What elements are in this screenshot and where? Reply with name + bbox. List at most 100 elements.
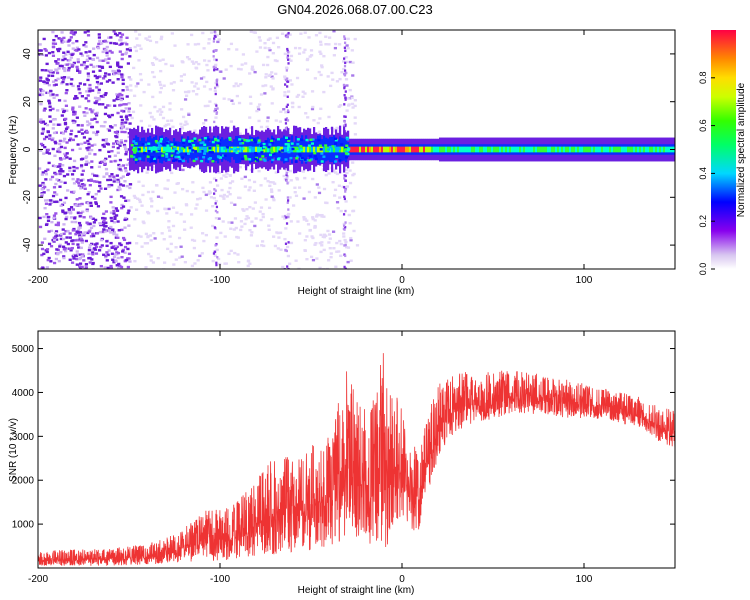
- heatmap-band-peak: [489, 146, 492, 153]
- heatmap-band-peak: [599, 146, 602, 153]
- heatmap-cell: [78, 253, 83, 256]
- heatmap-cell: [87, 230, 91, 233]
- heatmap-cell: [261, 215, 265, 219]
- heatmap-cell: [86, 202, 90, 205]
- heatmap-cell: [123, 216, 128, 220]
- heatmap-cell: [309, 138, 313, 142]
- heatmap-band-peak: [415, 146, 418, 153]
- heatmap-cell: [169, 250, 173, 253]
- heatmap-cell: [335, 201, 340, 204]
- heatmap-cell: [193, 85, 197, 88]
- heatmap-cell: [133, 259, 137, 263]
- heatmap-cell: [91, 261, 95, 265]
- heatmap-cell: [51, 137, 55, 140]
- heatmap-cell: [103, 221, 107, 225]
- heatmap-cell: [76, 85, 81, 88]
- heatmap-cell: [298, 153, 302, 156]
- heatmap-cell: [62, 152, 67, 156]
- heatmap-cell: [107, 229, 111, 233]
- heatmap-cell: [62, 201, 67, 204]
- heatmap-cell: [74, 220, 78, 224]
- heatmap-band-peak: [641, 146, 644, 153]
- heatmap-cell: [225, 146, 229, 149]
- heatmap-band-peak: [363, 146, 366, 153]
- heatmap-cell: [93, 180, 97, 183]
- heatmap-cell: [252, 138, 256, 142]
- heatmap-cell: [65, 63, 69, 66]
- heatmap-cell: [138, 157, 142, 160]
- heatmap-band-peak: [529, 146, 532, 153]
- heatmap-cell: [267, 47, 271, 50]
- heatmap-cell: [270, 190, 274, 194]
- spectrogram-x-tick-label: -200: [28, 275, 48, 286]
- heatmap-cell: [196, 87, 200, 90]
- heatmap-cell: [156, 110, 160, 113]
- heatmap-band-peak: [503, 146, 506, 153]
- heatmap-cell: [54, 231, 58, 235]
- heatmap-band-peak: [513, 146, 516, 153]
- heatmap-cell: [128, 122, 132, 125]
- heatmap-band-peak: [523, 146, 526, 153]
- heatmap-cell: [161, 154, 165, 157]
- heatmap-streak-cell: [284, 248, 287, 252]
- heatmap-cell: [52, 123, 56, 126]
- heatmap-band-peak: [217, 146, 220, 153]
- heatmap-cell: [306, 116, 310, 119]
- heatmap-band-peak: [477, 146, 480, 153]
- heatmap-cell: [267, 145, 271, 149]
- heatmap-cell: [150, 199, 154, 203]
- heatmap-cell: [54, 223, 58, 227]
- heatmap-cell: [76, 243, 80, 246]
- heatmap-cell: [262, 244, 266, 248]
- heatmap-cell: [40, 193, 45, 196]
- heatmap-cell: [78, 234, 82, 237]
- heatmap-cell: [72, 61, 76, 65]
- heatmap-cell: [209, 196, 214, 199]
- heatmap-cell: [114, 244, 118, 248]
- heatmap-band-peak: [645, 146, 648, 153]
- heatmap-cell: [346, 47, 350, 50]
- heatmap-cell: [101, 216, 105, 220]
- heatmap-cell: [97, 88, 101, 92]
- heatmap-cell: [224, 262, 228, 265]
- heatmap-cell: [128, 47, 132, 50]
- heatmap-band-peak: [153, 146, 156, 153]
- heatmap-band-peak: [663, 146, 666, 153]
- heatmap-cell: [137, 44, 142, 47]
- heatmap-cell: [271, 41, 276, 45]
- heatmap-cell: [332, 145, 336, 148]
- heatmap-band-peak: [357, 146, 360, 153]
- heatmap-cell: [280, 32, 285, 35]
- heatmap-cell: [87, 191, 91, 194]
- heatmap-cell: [325, 267, 329, 269]
- heatmap-cell: [98, 181, 102, 184]
- heatmap-cell: [91, 89, 95, 92]
- heatmap-cell: [287, 145, 291, 148]
- heatmap-cell: [349, 236, 353, 240]
- heatmap-cell: [52, 96, 56, 99]
- heatmap-cell: [55, 248, 59, 251]
- heatmap-cell: [254, 140, 258, 144]
- spectrogram-y-tick-label: 40: [22, 48, 33, 60]
- heatmap-cell: [248, 262, 252, 265]
- heatmap-cell: [257, 108, 261, 111]
- heatmap-streak-cell: [215, 104, 218, 107]
- heatmap-cell: [200, 252, 204, 255]
- heatmap-cell: [193, 43, 197, 46]
- heatmap-band-peak: [625, 146, 628, 153]
- heatmap-cell: [324, 144, 328, 147]
- heatmap-cell: [146, 155, 150, 158]
- heatmap-cell: [75, 68, 80, 71]
- heatmap-cell: [324, 173, 328, 177]
- heatmap-band-peak: [421, 146, 424, 153]
- heatmap-band-peak: [355, 146, 358, 153]
- heatmap-cell: [233, 217, 238, 220]
- heatmap-cell: [82, 216, 86, 219]
- heatmap-cell: [293, 186, 297, 189]
- heatmap-cell: [328, 36, 332, 39]
- heatmap-cell: [75, 46, 79, 50]
- heatmap-cell: [214, 63, 218, 67]
- heatmap-cell: [147, 252, 151, 256]
- heatmap-cell: [57, 67, 61, 70]
- heatmap-cell: [40, 195, 44, 198]
